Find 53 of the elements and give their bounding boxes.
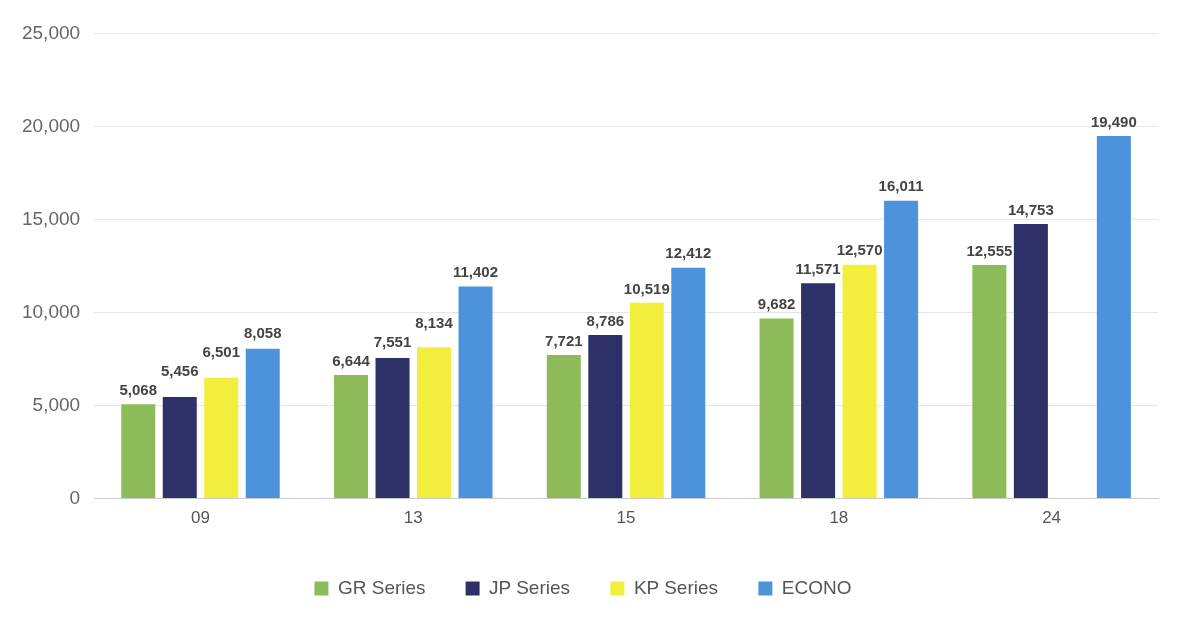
data-label: 8,134 <box>415 313 454 331</box>
y-tick-label: 25,000 <box>21 21 81 43</box>
bar <box>629 302 664 499</box>
x-tick-label: 09 <box>191 508 210 528</box>
data-label: 11,402 <box>452 263 499 281</box>
bar <box>417 347 452 499</box>
data-label: 16,011 <box>878 177 924 195</box>
data-label: 6,501 <box>202 342 241 360</box>
legend-label: JP Series <box>489 576 571 598</box>
bar <box>1096 135 1131 499</box>
y-tick-label: 0 <box>69 486 81 508</box>
data-label: 7,721 <box>545 331 583 349</box>
data-label: 5,068 <box>119 380 158 398</box>
data-label: 10,519 <box>623 279 670 297</box>
data-label: 8,786 <box>586 311 625 329</box>
bar <box>671 267 706 499</box>
bar <box>801 283 836 499</box>
x-tick-label: 15 <box>616 508 636 528</box>
data-label: 14,753 <box>1007 200 1054 218</box>
bar <box>121 404 156 499</box>
data-label: 11,571 <box>795 259 841 277</box>
data-label: 7,551 <box>373 332 412 350</box>
y-tick-label: 10,000 <box>21 300 81 322</box>
data-label: 19,490 <box>1090 112 1137 130</box>
y-tick-label: 20,000 <box>21 114 81 136</box>
data-label: 12,555 <box>966 241 1013 259</box>
bar <box>334 374 369 499</box>
legend-label: ECONO <box>781 576 852 598</box>
bar <box>546 354 581 499</box>
data-label: 9,682 <box>757 295 796 313</box>
data-label: 6,644 <box>332 351 371 369</box>
y-tick-label: 15,000 <box>21 207 81 229</box>
bar <box>458 286 493 499</box>
data-label: 12,412 <box>665 244 712 262</box>
bar <box>375 358 410 499</box>
bar <box>204 377 239 499</box>
x-tick-label: 18 <box>829 508 849 528</box>
bar <box>842 264 877 499</box>
bar <box>245 348 280 499</box>
bar <box>972 264 1007 499</box>
y-tick-label: 5,000 <box>32 393 81 415</box>
data-label: 8,058 <box>243 323 282 341</box>
bar <box>162 397 197 499</box>
bar <box>588 335 623 499</box>
data-label: 12,570 <box>836 241 883 259</box>
bar <box>1013 224 1048 499</box>
bar <box>884 200 919 499</box>
legend-label: KP Series <box>633 576 719 598</box>
legend-label: GR Series <box>337 576 426 598</box>
data-label: 5,456 <box>160 361 199 379</box>
x-tick-label: 24 <box>1042 508 1062 528</box>
x-tick-label: 13 <box>403 508 423 528</box>
bar <box>759 318 794 499</box>
